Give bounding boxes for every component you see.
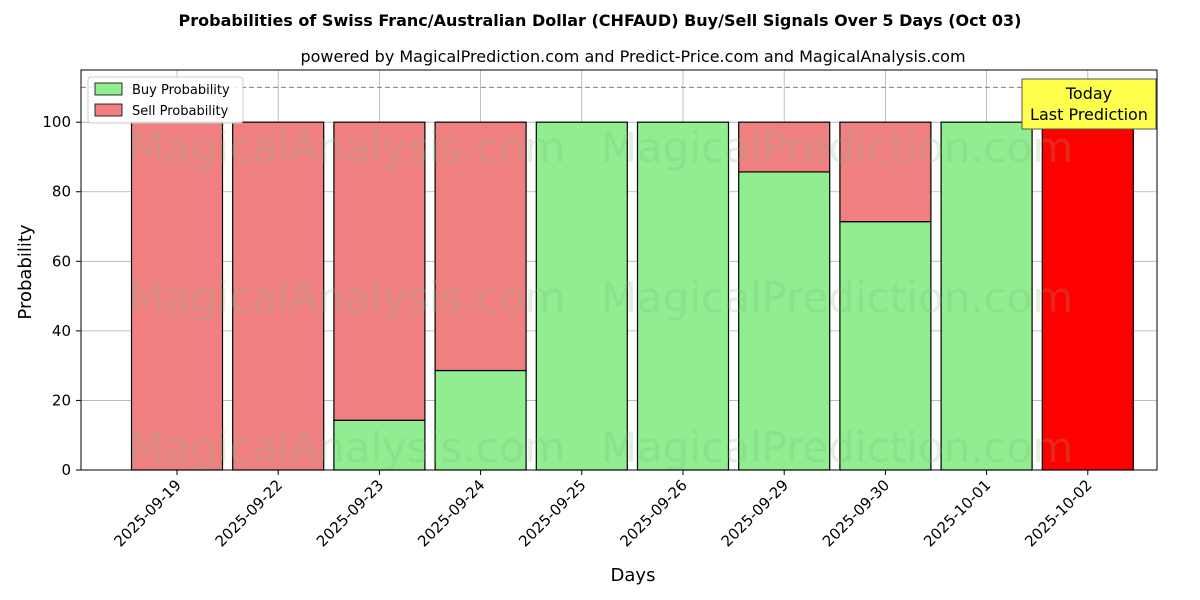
legend-swatch-sell — [94, 103, 123, 117]
chart-title: Probabilities of Swiss Franc/Australian … — [179, 11, 1022, 30]
watermark-text: MagicalAnalysis.com — [129, 273, 566, 322]
x-tick-label: 2025-09-26 — [616, 476, 690, 550]
watermark-text: MagicalAnalysis.com — [129, 123, 566, 172]
legend-label-buy: Buy Probability — [132, 83, 230, 98]
x-axis-label: Days — [611, 565, 656, 586]
bar-sell — [434, 121, 527, 372]
annotation-line-2: Last Prediction — [1030, 105, 1148, 124]
legend-swatch-buy — [94, 82, 123, 96]
x-tick-label: 2025-09-22 — [212, 476, 286, 550]
y-tick-label: 100 — [42, 113, 71, 131]
bar-sell — [738, 121, 831, 173]
bar-buy — [839, 221, 932, 471]
x-tick-label: 2025-09-23 — [313, 476, 387, 550]
x-tick-label: 2025-09-24 — [414, 476, 488, 550]
y-axis: 0 20 40 60 80 100 — [42, 113, 81, 479]
bars — [130, 121, 1134, 471]
watermark-text: MagicalAnalysis.com — [129, 423, 566, 472]
chart-subtitle: powered by MagicalPrediction.com and Pre… — [300, 47, 965, 66]
x-tick-label: 2025-09-25 — [515, 476, 589, 550]
bar-last-prediction — [1041, 121, 1134, 471]
y-axis-label: Probability — [15, 224, 36, 319]
x-axis: 2025-09-19 2025-09-22 2025-09-23 2025-09-24… — [110, 470, 1096, 550]
legend: Buy Probability Sell Probability — [87, 76, 244, 124]
bar-buy — [535, 121, 628, 471]
annotation-box — [1021, 78, 1157, 130]
bar-sell — [333, 121, 426, 421]
watermark-text: MagicalPrediction.com — [601, 123, 1074, 172]
today-annotation: Today Last Prediction — [1021, 78, 1157, 130]
bar-buy — [940, 121, 1033, 471]
annotation-line-1: Today — [1065, 84, 1112, 103]
bar-sell — [130, 121, 224, 471]
y-tick-label: 80 — [52, 183, 71, 201]
watermark-text: MagicalPrediction.com — [601, 273, 1074, 322]
bar-buy — [434, 369, 527, 471]
x-tick-label: 2025-10-02 — [1021, 476, 1095, 550]
y-tick-label: 20 — [52, 391, 71, 409]
x-tick-label: 2025-09-19 — [110, 476, 184, 550]
legend-label-sell: Sell Probability — [132, 104, 229, 119]
bar-buy — [738, 171, 831, 471]
bar-sell — [839, 121, 932, 223]
watermark-text: MagicalPrediction.com — [601, 423, 1074, 472]
y-tick-label: 0 — [61, 461, 71, 479]
y-tick-label: 40 — [52, 322, 71, 340]
x-tick-label: 2025-10-01 — [920, 476, 994, 550]
legend-box — [87, 76, 244, 124]
y-tick-label: 60 — [52, 252, 71, 270]
plot-frame — [80, 69, 1158, 471]
watermarks: MagicalAnalysis.com MagicalPrediction.com… — [129, 123, 1074, 472]
x-tick-label: 2025-09-29 — [718, 476, 792, 550]
x-tick-label: 2025-09-30 — [819, 476, 893, 550]
